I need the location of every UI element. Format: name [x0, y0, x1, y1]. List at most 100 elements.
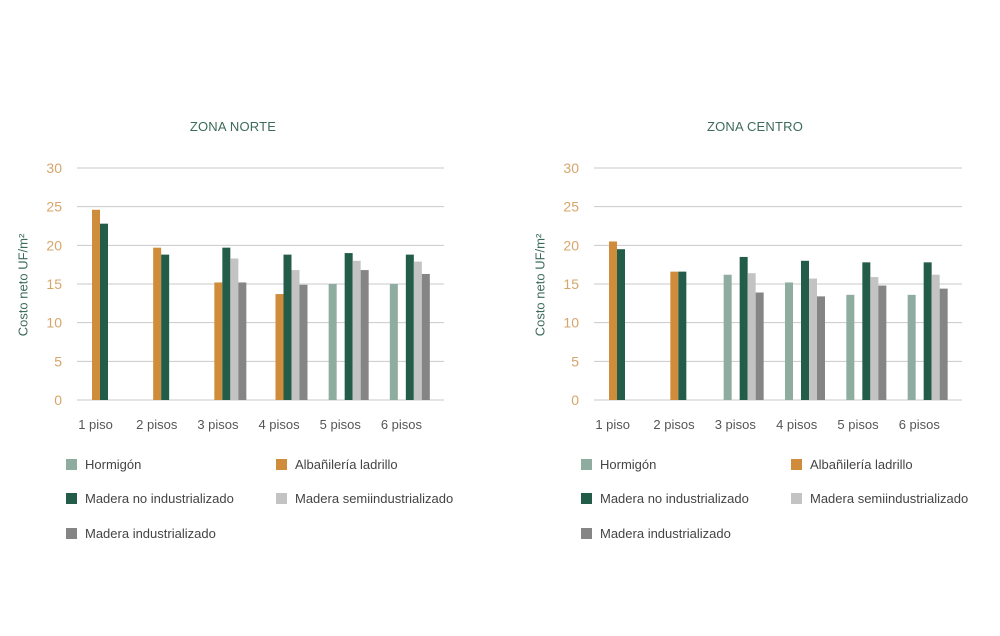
x-tick-label: 3 pisos [715, 417, 757, 432]
bar [291, 270, 300, 400]
bar [389, 284, 398, 400]
y-tick-label: 25 [46, 199, 62, 215]
chart-title: ZONA CENTRO [706, 119, 804, 134]
bar [907, 294, 916, 400]
bar [862, 262, 871, 400]
bar [939, 288, 948, 400]
x-tick-label: 3 pisos [197, 417, 239, 432]
legend-item: Madera semiindustrializado [791, 491, 968, 506]
bar [739, 256, 748, 400]
legend-label: Albañilería ladrillo [810, 457, 913, 472]
bar [817, 296, 825, 400]
x-tick-label: 5 pisos [320, 417, 362, 432]
bar [755, 292, 764, 400]
legend-item: Madera industrializado [66, 526, 216, 541]
legend-item: Albañilería ladrillo [791, 457, 913, 472]
bar [275, 294, 284, 400]
x-tick-label: 1 piso [78, 417, 113, 432]
chart-zona-norte: 0 5 10 15 20 25 30 1 piso 2 pisos 3 pisos 4 pisos 5… [15, 119, 454, 541]
bar [678, 271, 687, 400]
chart-zona-centro: 0 5 10 15 20 25 30 1 piso 2 pisos 3 pisos 4 pisos 5… [517, 0, 1000, 636]
legend-swatch [581, 528, 592, 539]
legend-item: Madera no industrializado [581, 491, 749, 506]
y-axis-label: Costo neto UF/m² [15, 233, 31, 337]
bar [846, 294, 855, 400]
legend-item: Hormigón [581, 457, 656, 472]
y-tick-label: 10 [46, 315, 62, 331]
bar [238, 282, 247, 400]
bar [878, 285, 887, 400]
x-tick-label: 5 pisos [837, 417, 879, 432]
y-tick-label: 0 [54, 392, 62, 408]
legend-label: Madera industrializado [600, 526, 731, 541]
legend-item: Madera no industrializado [66, 491, 234, 506]
bar [352, 260, 361, 400]
y-tick-label: 10 [563, 315, 579, 331]
y-tick-label: 5 [571, 353, 579, 369]
legend-item: Albañilería ladrillo [276, 457, 398, 472]
bar [931, 274, 940, 400]
y-tick-label: 20 [563, 237, 579, 253]
bar [923, 262, 932, 400]
bar [870, 277, 879, 400]
bar [405, 254, 414, 400]
bar [421, 273, 430, 400]
bar [360, 270, 369, 400]
legend-swatch [66, 493, 77, 504]
bar [214, 282, 223, 400]
legend-label: Hormigón [600, 457, 657, 472]
legend-label: Madera semiindustrializado [295, 491, 454, 506]
legend-swatch [581, 459, 592, 470]
legend-swatch [276, 459, 287, 470]
legend-swatch [66, 528, 77, 539]
chart-svg: 0 5 10 15 20 25 30 1 piso 2 pisos 3 pisos 4 pisos 5… [563, 160, 962, 432]
legend-swatch [791, 493, 802, 504]
x-tick-label: 6 pisos [381, 417, 423, 432]
y-axis-label: Costo neto UF/m² [532, 233, 548, 337]
bar [344, 253, 353, 400]
bar [801, 260, 809, 400]
x-tick-label: 4 pisos [258, 417, 300, 432]
bar [161, 254, 170, 400]
y-tick-label: 30 [563, 160, 579, 176]
legend-item: Madera industrializado [581, 526, 731, 541]
y-tick-label: 0 [571, 392, 579, 408]
x-tick-label: 1 piso [595, 417, 630, 432]
bar [617, 249, 625, 400]
bar [283, 254, 292, 400]
bar [723, 274, 732, 400]
legend-swatch [581, 493, 592, 504]
legend-swatch [791, 459, 802, 470]
bar [100, 223, 108, 400]
legend-label: Madera semiindustrializado [810, 491, 969, 506]
legend-item: Hormigón [66, 457, 141, 472]
bar [299, 284, 308, 400]
bar [747, 273, 756, 400]
legend-label: Hormigón [85, 457, 142, 472]
legend-item: Madera semiindustrializado [276, 491, 453, 506]
bar [785, 282, 793, 400]
bar [809, 278, 817, 400]
legend-swatch [276, 493, 287, 504]
legend-label: Madera no industrializado [85, 491, 234, 506]
y-tick-label: 15 [563, 276, 579, 292]
x-tick-label: 2 pisos [136, 417, 178, 432]
y-tick-label: 30 [46, 160, 62, 176]
x-tick-label: 2 pisos [653, 417, 695, 432]
bar [670, 271, 679, 400]
legend-label: Albañilería ladrillo [295, 457, 398, 472]
y-tick-label: 20 [46, 237, 62, 253]
bar [609, 241, 617, 400]
legend-label: Madera no industrializado [600, 491, 749, 506]
y-tick-label: 5 [54, 353, 62, 369]
bar [153, 247, 162, 400]
y-tick-label: 15 [46, 276, 62, 292]
chart-title: ZONA NORTE [189, 119, 277, 134]
bar [328, 284, 337, 400]
bar [92, 209, 100, 400]
chart-svg: 0 5 10 15 20 25 30 1 piso 2 pisos 3 pisos 4 pisos 5… [46, 160, 444, 432]
y-tick-label: 25 [563, 199, 579, 215]
x-tick-label: 6 pisos [899, 417, 941, 432]
x-tick-label: 4 pisos [776, 417, 818, 432]
